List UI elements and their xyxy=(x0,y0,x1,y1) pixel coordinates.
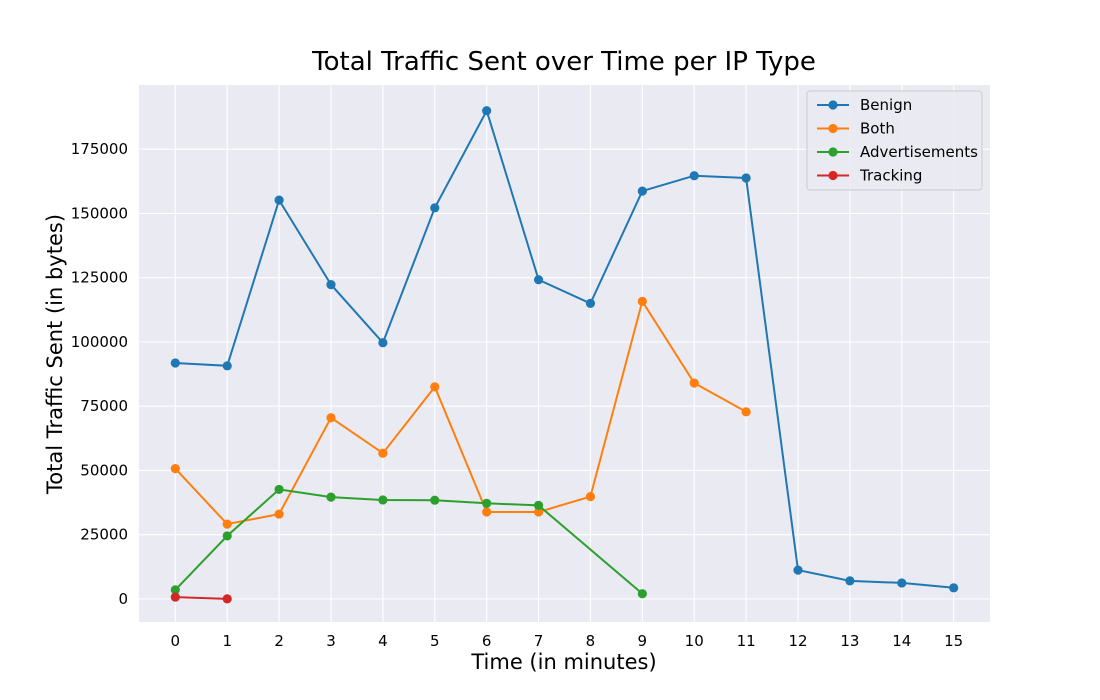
x-tick-label: 1 xyxy=(222,632,232,650)
data-point-both xyxy=(170,464,180,474)
data-point-both xyxy=(378,448,388,458)
data-point-advertisements xyxy=(222,531,232,541)
data-point-benign xyxy=(170,358,180,368)
data-point-benign xyxy=(585,298,596,308)
data-point-tracking xyxy=(170,592,180,602)
legend-item-both: Both xyxy=(817,120,895,138)
x-tick-label: 4 xyxy=(378,632,388,650)
data-point-benign xyxy=(274,195,284,205)
legend-marker xyxy=(828,100,838,110)
data-point-benign xyxy=(949,583,959,593)
y-tick-label: 125000 xyxy=(71,269,128,287)
data-point-both xyxy=(274,509,284,519)
series-line-benign xyxy=(175,108,954,589)
data-point-advertisements xyxy=(170,585,180,595)
data-point-both xyxy=(585,492,596,502)
x-tick-label: 10 xyxy=(685,632,704,650)
data-point-advertisements xyxy=(637,589,647,599)
data-point-benign xyxy=(430,203,440,213)
series-line-tracking xyxy=(175,596,228,600)
data-point-tracking xyxy=(222,594,232,604)
data-point-both xyxy=(222,519,232,529)
x-tick-label: 8 xyxy=(586,632,596,650)
tick-labels: 0 1 2 3 4 5 6 7 8 9 10 11 12 13 14 15025000500007500010… xyxy=(71,140,963,650)
y-tick-label: 25000 xyxy=(80,526,128,544)
series-advertisements xyxy=(170,484,647,599)
legend-item-benign: Benign xyxy=(817,96,912,114)
grid xyxy=(139,85,990,622)
x-tick-label: 12 xyxy=(788,632,807,650)
legend-label: Benign xyxy=(860,96,912,114)
data-point-advertisements xyxy=(378,495,388,505)
x-tick-label: 2 xyxy=(274,632,284,650)
legend: Benign Both Advertisements Tracking xyxy=(806,90,983,191)
chart-title: Total Traffic Sent over Time per IP Type xyxy=(311,47,816,77)
data-point-benign xyxy=(845,576,855,586)
data-point-advertisements xyxy=(274,484,284,495)
legend-marker xyxy=(828,170,838,181)
x-tick-label: 6 xyxy=(482,632,492,650)
x-tick-label: 7 xyxy=(534,632,544,650)
x-tick-label: 0 xyxy=(171,632,181,650)
x-tick-label: 15 xyxy=(944,632,963,650)
data-point-advertisements xyxy=(533,500,544,510)
legend-box xyxy=(806,90,983,191)
series-line-both xyxy=(174,298,747,526)
series-both xyxy=(170,296,751,529)
legend-label: Tracking xyxy=(859,167,922,185)
data-point-both xyxy=(689,378,699,388)
x-tick-label: 9 xyxy=(638,632,648,650)
y-tick-label: 50000 xyxy=(80,461,128,479)
legend-item-advertisements: Advertisements xyxy=(817,143,978,161)
legend-marker xyxy=(828,147,838,157)
data-point-advertisements xyxy=(326,492,336,502)
legend-marker xyxy=(828,123,838,134)
data-point-advertisements xyxy=(482,498,492,508)
data-point-both xyxy=(326,413,336,423)
data-point-benign xyxy=(793,565,803,575)
x-tick-label: 14 xyxy=(892,632,911,650)
data-point-benign xyxy=(533,275,544,285)
data-point-benign xyxy=(326,280,336,290)
data-point-benign xyxy=(897,578,907,588)
y-tick-label: 100000 xyxy=(71,333,128,351)
series-tracking xyxy=(170,592,232,604)
y-tick-label: 150000 xyxy=(71,204,128,222)
x-tick-label: 11 xyxy=(737,632,756,650)
x-tick-label: 3 xyxy=(326,632,336,650)
data-point-both xyxy=(533,507,544,517)
legend-item-tracking: Tracking xyxy=(817,167,922,185)
data-point-benign xyxy=(222,361,232,371)
data-point-both xyxy=(430,382,440,392)
data-point-benign xyxy=(689,171,699,181)
legend-label: Advertisements xyxy=(860,143,978,161)
data-point-both xyxy=(637,296,647,306)
y-tick-label: 0 xyxy=(118,590,128,608)
data-point-both xyxy=(741,407,751,417)
data-point-benign xyxy=(482,106,492,116)
y-tick-label: 75000 xyxy=(80,397,128,415)
y-tick-label: 175000 xyxy=(71,140,128,158)
data-point-benign xyxy=(637,186,647,196)
x-tick-label: 13 xyxy=(840,632,859,650)
x-axis-label: Time (in minutes) xyxy=(470,650,656,674)
data-point-benign xyxy=(741,173,751,183)
y-axis-label: Total Traffic Sent (in bytes) xyxy=(43,214,67,495)
data-point-both xyxy=(482,507,492,517)
data-point-benign xyxy=(378,338,388,348)
series-benign xyxy=(170,106,959,593)
legend-label: Both xyxy=(860,120,895,138)
data-point-advertisements xyxy=(430,495,440,505)
series-layer xyxy=(170,106,959,604)
x-tick-label: 5 xyxy=(430,632,440,650)
